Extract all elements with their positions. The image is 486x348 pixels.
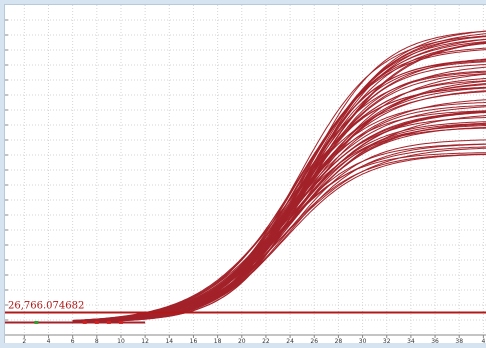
x-tick-label: 16 [190,338,198,343]
x-tick-label: 26 [310,338,318,343]
amplification-curve[interactable] [72,60,486,323]
amplification-curve[interactable] [72,38,486,321]
x-tick-label: 8 [95,338,99,343]
amplification-curve[interactable] [72,58,486,322]
x-tick-label: 20 [238,338,246,343]
baseline-marker [106,320,111,324]
x-tick-label: 6 [71,338,75,343]
amplification-curve[interactable] [72,38,486,323]
amplification-curve[interactable] [72,61,486,323]
amplification-curve[interactable] [72,30,486,323]
x-tick-label: 12 [141,338,149,343]
x-tick-label: 4 [481,338,485,343]
baseline-marker [34,320,39,324]
x-tick-label: 36 [431,338,439,343]
x-tick-label: 32 [383,338,391,343]
amplification-curve[interactable] [72,30,486,323]
x-tick-label: 30 [359,338,367,343]
threshold-value-label: 26,766.074682 [8,301,84,312]
amplification-curve[interactable] [72,64,486,323]
chart-grid [5,5,486,336]
baseline-markers [34,320,123,324]
amplification-curve[interactable] [72,42,486,322]
x-tick-label: 28 [335,338,343,343]
x-tick-label: 24 [286,338,294,343]
amplification-curve[interactable] [72,80,486,322]
x-tick-label: 4 [47,338,51,343]
x-tick-label: 14 [165,338,173,343]
amplification-curve[interactable] [72,90,486,322]
amplification-curve[interactable] [72,91,486,321]
x-tick-label: 2 [22,338,26,343]
amplification-curve[interactable] [72,41,486,322]
x-tick-label: 10 [117,338,125,343]
baseline-marker [94,320,99,324]
x-tick-label: 18 [214,338,222,343]
amplification-chart: 26,766.074682 2 4 6 8 10 12 14 16 18 20 22 24 26 28 30… [5,5,486,343]
x-axis: 2 4 6 8 10 12 14 16 18 20 22 24 26 28 30 32 34 36 38 4 [5,334,486,343]
amplification-curve[interactable] [72,42,486,322]
amplification-curve[interactable] [72,33,486,322]
amplification-curve[interactable] [72,70,486,323]
x-tick-label: 38 [455,338,463,343]
amplification-plot-panel[interactable]: 26,766.074682 2 4 6 8 10 12 14 16 18 20 22 24 26 28 30… [4,4,486,343]
baseline-marker [118,320,123,324]
amplification-curve[interactable] [72,80,486,323]
baseline-marker [82,320,87,324]
amplification-curve[interactable] [72,66,486,322]
threshold-group[interactable]: 26,766.074682 [5,301,486,314]
amplification-curve[interactable] [72,41,486,322]
x-tick-label: 34 [407,338,415,343]
x-tick-label: 22 [262,338,270,343]
amplification-curves [5,30,486,324]
amplification-curve[interactable] [72,71,486,322]
